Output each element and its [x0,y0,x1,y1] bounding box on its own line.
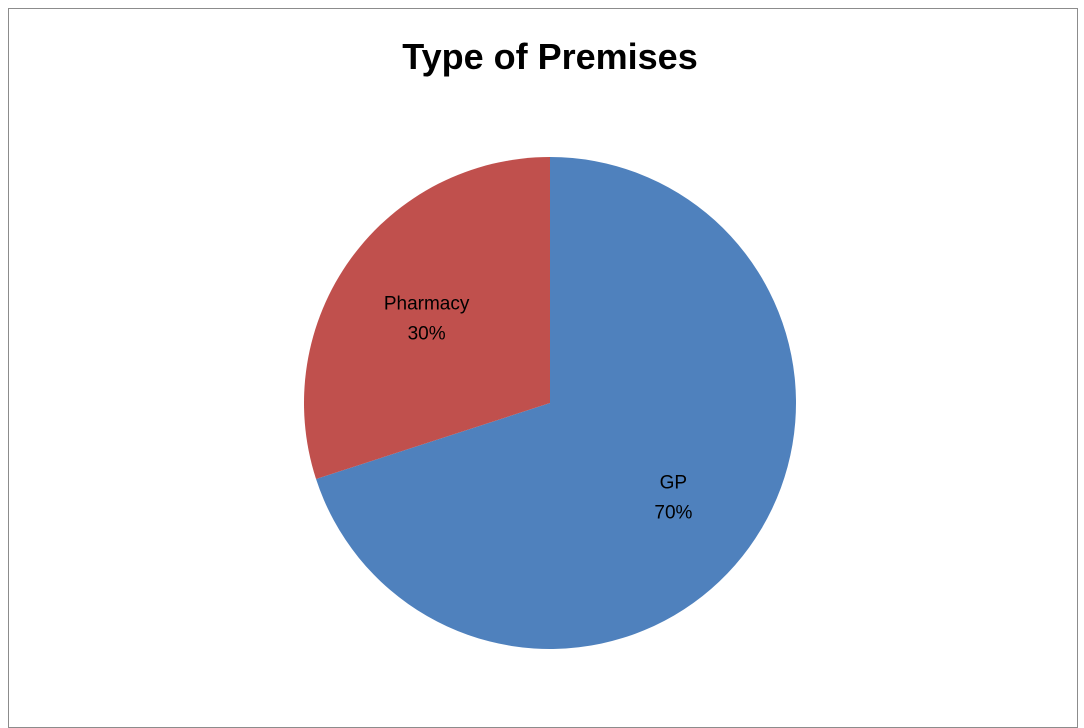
slice-percent-gp: 70% [654,503,692,524]
slice-percent-pharmacy: 30% [408,323,446,344]
pie-slice-pharmacy [304,157,550,480]
pie-slice-gp [316,157,797,649]
pie-slices [304,157,797,649]
pie-chart: GP 70% Pharmacy 30% [304,157,797,649]
slice-label-gp: GP [660,473,687,494]
chart-title: Type of Premises [402,36,698,77]
slice-label-pharmacy: Pharmacy [384,293,470,314]
pie-labels: GP 70% Pharmacy 30% [384,293,693,523]
